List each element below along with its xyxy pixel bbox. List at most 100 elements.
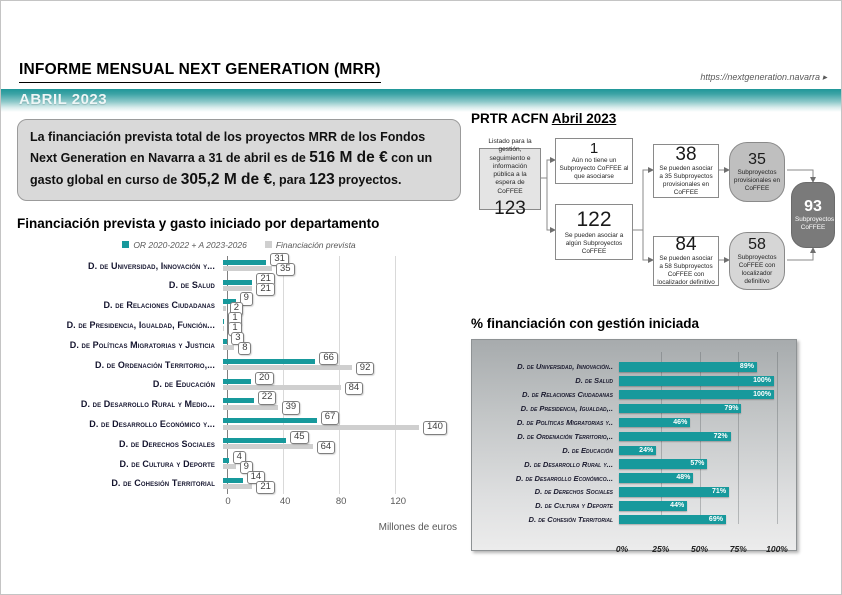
flow-node-text: Se pueden asociar a 58 Subproyectos CoFF… bbox=[657, 255, 715, 287]
percent-label: 71% bbox=[712, 488, 727, 496]
category-label: D. de Desarrollo Rural y... bbox=[524, 459, 613, 469]
percent-label: 72% bbox=[713, 432, 728, 440]
data-label-gasto: 45 bbox=[290, 430, 309, 445]
percent-label: 79% bbox=[724, 404, 739, 412]
percent-label: 100% bbox=[753, 390, 771, 398]
data-label-prevista: 92 bbox=[355, 361, 375, 376]
category-label: D. de Políticas Migratorias y Justicia bbox=[69, 339, 215, 350]
summary-text: con un gasto global en curso de bbox=[30, 150, 433, 187]
bar-prevista bbox=[223, 484, 253, 490]
gestion-bar-chart: D. de Universidad, Innovación.. 89% D. de … bbox=[471, 339, 797, 554]
flow-node-value: 38 bbox=[675, 143, 697, 165]
bar-percent: 72% bbox=[619, 431, 731, 442]
summary-text: La financiación prevista total de los pr… bbox=[30, 130, 426, 165]
category-label: D. de Presidencia, Igualdad, Función... bbox=[66, 320, 215, 331]
row-plot: 31 35 bbox=[222, 252, 461, 277]
bar-prevista bbox=[223, 305, 226, 311]
row-plot: 45 64 bbox=[222, 430, 461, 455]
percent-label: 89% bbox=[739, 363, 754, 371]
percent-label: 69% bbox=[708, 515, 723, 523]
legend-label: OR 2020-2022 + A 2023-2026 bbox=[133, 239, 247, 250]
flow-node-value: 122 bbox=[576, 208, 612, 232]
bar-prevista bbox=[223, 266, 272, 272]
x-tick: 120 bbox=[390, 495, 407, 507]
data-label-gasto: 67 bbox=[320, 411, 340, 425]
flow-title-date: Abril 2023 bbox=[551, 111, 617, 126]
bar-gasto bbox=[223, 437, 286, 443]
bar-gasto bbox=[223, 279, 253, 285]
percent-label: 44% bbox=[670, 502, 685, 510]
row-plot: 79% bbox=[618, 402, 796, 416]
bar-percent: 44% bbox=[619, 501, 688, 511]
chart-row: D. de Cohesión Territorial 14 21 bbox=[17, 470, 461, 494]
category-label: D. de Educación bbox=[152, 379, 215, 390]
bar-gasto bbox=[223, 299, 236, 305]
chart-row: D. de Desarrollo Rural y... 57% bbox=[472, 457, 796, 471]
category-label: D. de Desarrollo Económico... bbox=[515, 473, 613, 483]
source-url[interactable]: https://nextgeneration.navarra ▸ bbox=[700, 72, 827, 82]
legend-swatch-teal bbox=[122, 241, 130, 249]
bar-percent: 100% bbox=[619, 376, 774, 386]
data-label-prevista: 35 bbox=[276, 262, 295, 277]
bar-percent: 79% bbox=[619, 403, 742, 414]
percent-label: 48% bbox=[676, 474, 691, 482]
flow-node-listado: Listado para la gestión, seguimiento e i… bbox=[479, 138, 541, 219]
left-column: La financiación prevista total de los pr… bbox=[17, 119, 461, 533]
chart-row: D. de Relaciones Ciudadanas 100% bbox=[472, 388, 796, 402]
summary-text: , para bbox=[272, 172, 309, 187]
category-label: D. de Presidencia, Igualdad,.. bbox=[520, 404, 613, 414]
left-chart-title: Financiación prevista y gasto iniciado p… bbox=[17, 215, 380, 231]
row-plot: 66 92 bbox=[222, 351, 461, 376]
x-tick: 40 bbox=[279, 495, 291, 507]
data-label-prevista: 64 bbox=[316, 440, 336, 455]
flow-node-122: 122 Se pueden asociar a algún Subproyect… bbox=[555, 204, 633, 260]
flow-node-text: Subproyectos CoFFEE con localizador defi… bbox=[737, 253, 777, 285]
flow-node-35: 35 Subproyectos provisionales en CoFFEE bbox=[729, 142, 785, 202]
chart-row: D. de Cultura y Deporte 4 9 bbox=[17, 450, 461, 475]
data-label-prevista: 21 bbox=[256, 282, 275, 296]
row-plot: 57% bbox=[618, 457, 796, 471]
flow-node-58: 58 Subproyectos CoFFEE con localizador d… bbox=[729, 232, 785, 290]
flow-node-text: Subproyectos provisionales en CoFFEE bbox=[733, 168, 781, 192]
bar-gasto bbox=[223, 358, 316, 364]
left-chart-axis-label: Millones de euros bbox=[378, 521, 457, 533]
bar-prevista bbox=[223, 404, 278, 410]
bar-prevista bbox=[223, 424, 419, 430]
percent-label: 24% bbox=[639, 446, 654, 454]
percent-label: 46% bbox=[673, 418, 688, 426]
coffee-flow-diagram: Listado para la gestión, seguimiento e i… bbox=[471, 130, 837, 312]
chart-row: D. de Desarrollo Económico... 48% bbox=[472, 471, 796, 485]
flow-node-value: 1 bbox=[589, 139, 599, 157]
row-plot: 44% bbox=[618, 499, 796, 513]
flow-node-text: Subproyectos CoFFEE bbox=[795, 215, 835, 231]
category-axis bbox=[227, 255, 228, 494]
data-label-prevista: 8 bbox=[238, 341, 252, 356]
flow-title-prefix: PRTR ACFN bbox=[471, 111, 552, 126]
chart-row: D. de Derechos Sociales 71% bbox=[472, 485, 796, 499]
data-label-prevista: 140 bbox=[423, 421, 447, 435]
x-tick: 50% bbox=[690, 544, 709, 554]
summary-box: La financiación prevista total de los pr… bbox=[17, 119, 461, 201]
chart-row: D. de Educación 20 84 bbox=[17, 371, 461, 395]
category-label: D. de Relaciones Ciudadanas bbox=[103, 300, 215, 311]
gridline bbox=[395, 255, 396, 494]
chart-row: D. de Políticas Migratorias y.. 46% bbox=[472, 416, 796, 430]
row-plot: 71% bbox=[618, 485, 796, 499]
bar-prevista bbox=[223, 345, 235, 351]
bar-percent: 46% bbox=[619, 417, 691, 428]
chart-row: D. de Educación 24% bbox=[472, 443, 796, 457]
flow-node-value: 93 bbox=[804, 198, 822, 216]
left-chart-legend: OR 2020-2022 + A 2023-2026 Financiación … bbox=[17, 240, 461, 250]
row-plot: 22 39 bbox=[222, 391, 461, 415]
right-chart-title: % financiación con gestión iniciada bbox=[471, 316, 700, 331]
flow-node-value: 84 bbox=[675, 233, 697, 255]
summary-text: proyectos. bbox=[334, 172, 402, 187]
row-plot: 89% bbox=[618, 360, 796, 374]
flow-node-text: Aún no tiene un Subproyecto CoFFEE al qu… bbox=[559, 157, 629, 181]
flow-node-1: 1 Aún no tiene un Subproyecto CoFFEE al … bbox=[555, 138, 633, 184]
bar-prevista bbox=[223, 464, 236, 470]
chart-row: D. de Cohesión Territorial 69% bbox=[472, 513, 796, 527]
category-label: D. de Derechos Sociales bbox=[119, 438, 215, 449]
